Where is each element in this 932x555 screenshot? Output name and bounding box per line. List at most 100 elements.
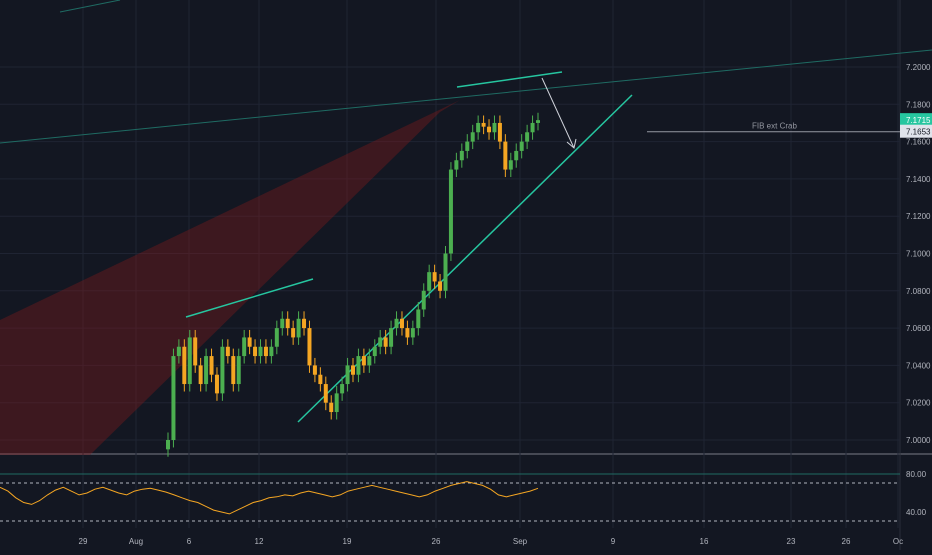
y-tick-label: 7.1000 (906, 250, 931, 259)
x-tick-label: 9 (611, 537, 616, 546)
y-tick-label: 7.1200 (906, 212, 931, 221)
y-tick-label: 7.1800 (906, 100, 931, 109)
candle-body (231, 356, 236, 385)
x-tick-label: 6 (187, 537, 192, 546)
candle-body (361, 356, 366, 366)
candle-body (351, 365, 355, 375)
candle-body (345, 365, 350, 385)
resistance-line-2 (456, 71, 563, 88)
candle-body (487, 126, 492, 133)
candle-body (383, 337, 388, 347)
candles (166, 112, 540, 457)
time-axis[interactable]: 29 Aug 6 12 19 26 Sep 9 16 23 26 Oc (79, 537, 904, 546)
candle-body (481, 122, 486, 127)
candle-body (508, 160, 513, 170)
candle-body (204, 356, 209, 385)
candle-body (356, 356, 361, 375)
candle-body (389, 328, 394, 347)
y-tick-label: 7.0800 (906, 287, 931, 296)
candle-body (269, 346, 274, 357)
arrow-head (566, 138, 577, 149)
x-tick-label: Sep (513, 537, 528, 546)
y-tick-label: 7.0200 (906, 399, 931, 408)
candle-body (492, 122, 497, 133)
rsi-line (0, 481, 539, 515)
drawings: FIB ext Crab (0, 0, 932, 455)
x-tick-label: 26 (432, 537, 441, 546)
candle-body (454, 160, 459, 170)
candle-body (519, 141, 524, 151)
candle-body (372, 346, 377, 357)
x-tick-label: 16 (700, 537, 709, 546)
x-tick-label: 12 (255, 537, 264, 546)
price-axis[interactable]: 7.2000 7.1800 7.1600 7.1400 7.1200 7.1000 7.08… (906, 63, 931, 445)
channel-line (0, 49, 932, 144)
candle-body (416, 309, 421, 329)
channel-line-upper (59, 0, 121, 13)
price-labels: 7.1715 7.1653 (900, 113, 932, 138)
candle-body (220, 346, 225, 394)
candle-body (209, 356, 214, 375)
candle-body (307, 328, 312, 366)
candle-body (470, 132, 475, 142)
candle-body (214, 374, 219, 394)
candle-body (171, 356, 176, 440)
y-tick-label: 7.2000 (906, 63, 931, 72)
y-tick-label: 7.1400 (906, 175, 931, 184)
candle-body (340, 384, 345, 394)
candle-body (427, 272, 432, 291)
x-tick-label: Aug (129, 537, 143, 546)
rsi-tick-label: 80.00 (906, 470, 927, 479)
candle-body (285, 318, 290, 329)
current-price-tag (900, 113, 932, 127)
rsi-tick-label: 40.00 (906, 508, 927, 517)
candle-body (465, 141, 470, 151)
candle-body (536, 120, 540, 123)
candle-body (438, 281, 443, 291)
y-tick-label: 7.0000 (906, 436, 931, 445)
candle-body (318, 374, 323, 385)
wedge-zone (0, 100, 460, 455)
candle-body (166, 440, 170, 450)
candle-body (443, 253, 448, 291)
candle-body (394, 318, 399, 329)
x-tick-label: 19 (343, 537, 352, 546)
candle-body (193, 337, 198, 366)
candle-body (367, 356, 372, 366)
candle-body (432, 272, 437, 282)
candle-body (410, 328, 415, 338)
candle-body (225, 346, 230, 357)
y-tick-label: 7.1600 (906, 138, 931, 147)
candle-body (503, 141, 508, 170)
fib-label: FIB ext Crab (752, 122, 797, 131)
candle-body (323, 384, 328, 403)
candle-body (448, 169, 453, 254)
candle-body (280, 318, 285, 329)
candle-body (399, 318, 404, 329)
y-tick-label: 7.0600 (906, 324, 931, 333)
candle-body (312, 365, 317, 375)
candle-body (291, 328, 296, 338)
candle-body (302, 318, 307, 329)
candle-body (176, 346, 181, 357)
candle-body (253, 346, 258, 357)
candle-body (476, 122, 481, 133)
resistance-line-1 (185, 278, 314, 318)
candle-body (296, 318, 301, 338)
candle-body (334, 393, 339, 413)
x-tick-label: 23 (787, 537, 796, 546)
candle-body (329, 402, 334, 413)
price-tag-text: 7.1653 (906, 128, 931, 137)
x-tick-label: 29 (79, 537, 88, 546)
candle-body (198, 365, 203, 385)
candle-body (236, 356, 241, 385)
projection-arrow (541, 77, 575, 149)
candle-body (421, 290, 426, 310)
candle-body (405, 328, 410, 338)
candle-body (497, 122, 502, 142)
candle-body (247, 337, 252, 347)
fib-price-tag (900, 124, 932, 138)
